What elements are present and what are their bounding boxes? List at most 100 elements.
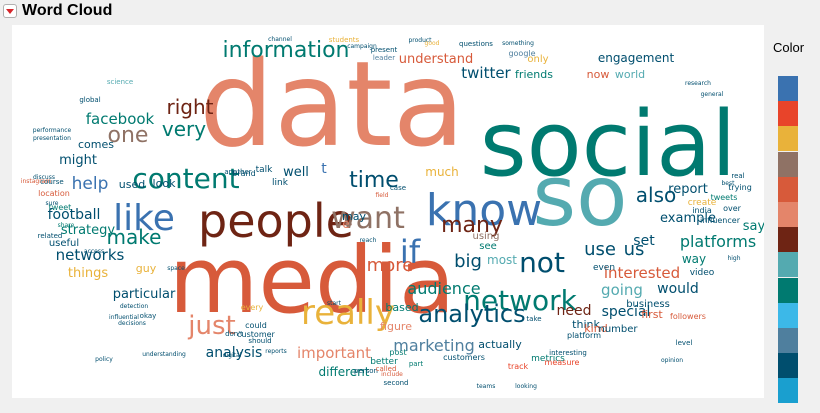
word-good: good	[425, 40, 440, 47]
word-teams: teams	[477, 383, 496, 390]
word-very: very	[162, 117, 206, 141]
word-only: only	[527, 54, 548, 65]
word-instagram: instagram	[21, 178, 52, 185]
word-decisions: decisions	[118, 320, 146, 327]
word-best: best	[722, 180, 736, 187]
word-audience: audience	[407, 279, 480, 298]
word-talk: talk	[256, 165, 274, 175]
word-google: google	[508, 49, 535, 58]
legend-swatch	[778, 176, 798, 202]
word-actually: actually	[478, 338, 522, 351]
word-reports: reports	[265, 348, 286, 355]
word-field: field	[376, 192, 389, 199]
legend-swatch	[778, 277, 798, 303]
word-research: research	[685, 80, 711, 87]
word-social: social	[480, 92, 737, 197]
word-help: help	[72, 174, 109, 194]
word-first: first	[641, 308, 663, 321]
word-another: another	[224, 168, 251, 176]
word-much: much	[425, 165, 459, 179]
word-course: course	[40, 178, 63, 186]
word-even: even	[593, 263, 615, 273]
word-don-t: don't	[225, 330, 243, 338]
word-called: called	[376, 365, 397, 373]
word-include: include	[381, 371, 403, 378]
word-science: science	[107, 78, 133, 86]
word-questions: questions	[459, 40, 493, 48]
word-cloud-panel	[12, 25, 764, 398]
word-useful: useful	[49, 238, 79, 249]
title-bar: Word Cloud	[0, 0, 820, 24]
word-way: way	[682, 252, 706, 266]
word-customer: customer	[237, 330, 275, 339]
word-platform: platform	[567, 331, 601, 340]
word-brand: brand	[232, 169, 255, 178]
word-us: us	[624, 239, 645, 260]
word-video: video	[690, 268, 715, 278]
legend-title: Color	[773, 40, 805, 55]
legend-swatch	[778, 101, 798, 127]
word-every: every	[241, 303, 264, 312]
word-location: location	[38, 189, 70, 198]
word-football: football	[48, 207, 101, 223]
word-influential: influential	[109, 314, 139, 321]
word-person: person	[354, 367, 378, 375]
word-more: more	[367, 255, 414, 276]
word-real: real	[731, 172, 744, 180]
word-one: one	[108, 123, 149, 148]
word-policy: policy	[95, 356, 113, 363]
word-things: things	[68, 266, 108, 281]
word-e: e	[342, 217, 349, 231]
word-well: well	[283, 165, 309, 180]
word-might: might	[59, 153, 97, 168]
legend-swatch	[778, 151, 798, 177]
word-if: if	[400, 233, 421, 271]
word-post: post	[389, 348, 406, 357]
word-marketing: marketing	[393, 336, 475, 355]
word-time: time	[349, 168, 399, 193]
word-now: now	[587, 68, 610, 81]
word-comes: comes	[78, 138, 114, 151]
word-most: most	[487, 253, 517, 267]
word-people: people	[198, 194, 354, 248]
word-start: start	[327, 300, 342, 307]
legend-swatch	[778, 252, 798, 278]
word-look: look	[153, 177, 177, 190]
word-performance: performance	[33, 127, 72, 134]
word-metrics: metrics	[531, 354, 565, 364]
report-title: Word Cloud	[22, 2, 113, 19]
word-going: going	[601, 281, 643, 299]
word-data: data	[199, 35, 465, 173]
word-something: something	[502, 40, 534, 47]
word-content: content	[132, 162, 239, 195]
disclosure-toggle-icon[interactable]	[3, 4, 17, 18]
word-interested: interested	[604, 264, 680, 282]
word-digital: digital	[223, 352, 242, 359]
word-special: special	[602, 304, 651, 320]
word-case: case	[390, 184, 406, 192]
word-want: want	[331, 201, 405, 236]
legend-swatch	[778, 328, 798, 353]
word-see: see	[479, 241, 497, 252]
legend-swatch	[778, 202, 798, 227]
word-looking: looking	[515, 383, 537, 390]
legend-swatch	[778, 227, 798, 253]
word-use: use	[584, 239, 616, 260]
word-number: number	[598, 324, 638, 335]
word-track: track	[508, 362, 529, 371]
word-report: report	[668, 182, 708, 197]
word-campaign: campaign	[347, 43, 377, 50]
word-different: different	[319, 365, 370, 379]
word-based: based	[385, 301, 418, 314]
word-level: level	[676, 339, 693, 347]
word-information: information	[223, 38, 350, 63]
word-world: world	[615, 68, 645, 81]
word-global: global	[79, 96, 100, 104]
word-create: create	[688, 198, 717, 208]
word-second: second	[384, 379, 409, 387]
word-kind: kind	[584, 322, 607, 335]
word-measure: measure	[545, 358, 580, 367]
word-important: important	[297, 344, 371, 362]
word-customers: customers	[443, 353, 485, 362]
